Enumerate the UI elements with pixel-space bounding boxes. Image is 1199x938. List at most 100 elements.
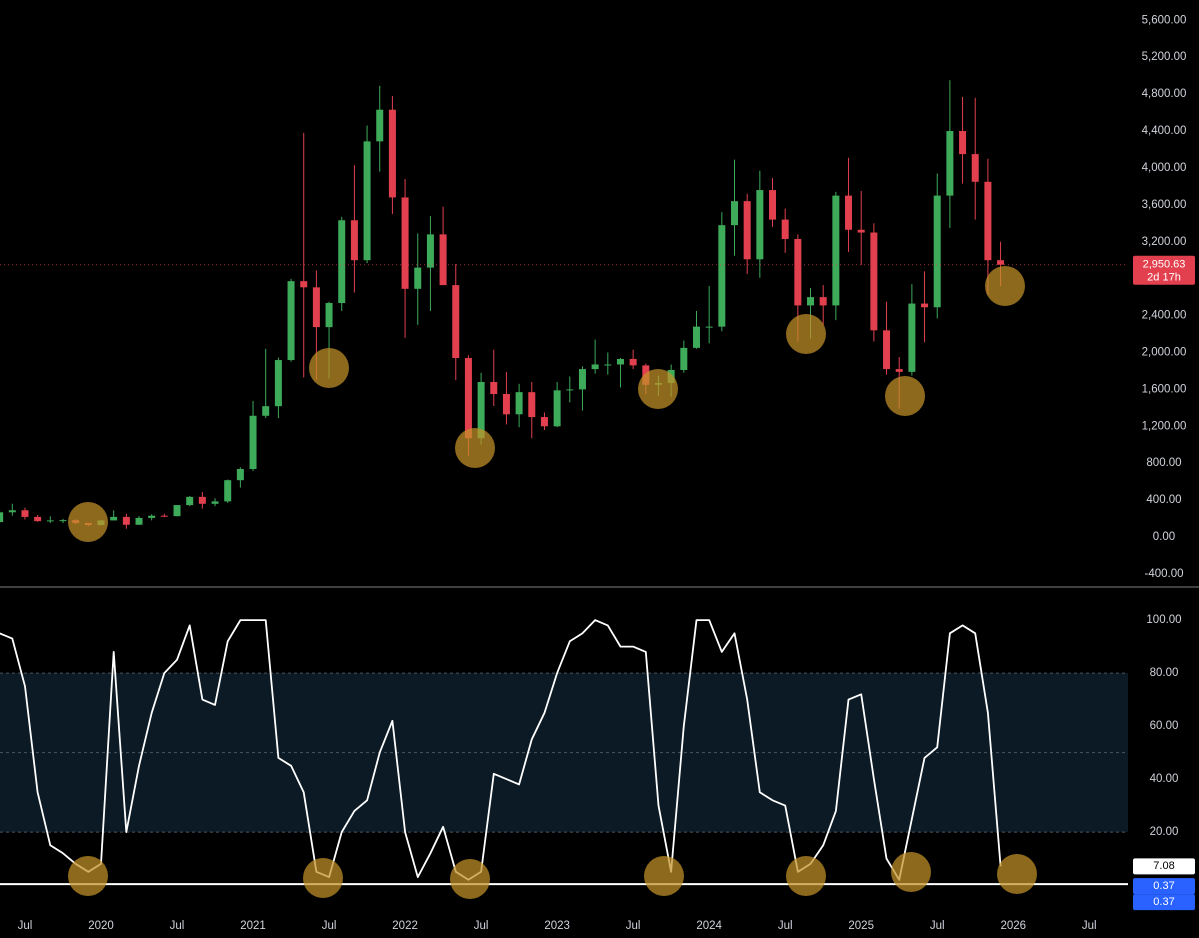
x-tick-label: Jul [930,920,945,932]
candle-body [439,234,447,286]
x-tick-label: Jul [322,920,337,932]
candle-body [578,369,586,390]
candle-body [186,496,194,506]
y-tick-label: -400.00 [1144,568,1183,580]
candle-body [984,181,992,261]
candle-body [148,515,156,518]
candle-body [59,520,67,522]
y-tick-label: 100.00 [1146,614,1181,626]
candle-body [933,195,941,308]
annotation-circle [786,856,826,896]
candle-body [756,190,764,260]
y-tick-label: 40.00 [1150,773,1179,785]
value-label: 7.08 [1153,860,1174,872]
candle-body [680,347,688,371]
candle-body [566,389,574,391]
y-tick-label: 4,800.00 [1142,88,1187,100]
candle-body [528,392,536,418]
candle-body [211,501,219,504]
candle-body [997,260,1005,265]
candle-body [616,358,624,365]
y-tick-label: 0.00 [1153,531,1175,543]
annotation-circle [997,854,1037,894]
annotation-circle [985,266,1025,306]
annotation-circle [309,348,349,388]
y-tick-label: 400.00 [1146,494,1181,506]
y-tick-label: 2,400.00 [1142,310,1187,322]
candle-body [274,360,282,407]
x-tick-label: 2026 [1000,920,1026,932]
candle-body [236,469,244,481]
baseline-box [1133,878,1195,895]
candle-body [198,496,206,504]
candle-body [553,390,561,427]
stoch-line [0,619,1002,881]
annotation-circle [450,859,490,899]
candle-body [363,141,371,261]
candle-body [718,225,726,327]
candle-body [388,109,396,198]
candle-body [604,364,612,366]
candle-body [376,109,384,142]
candle-body [338,220,346,304]
candle-body [401,197,409,289]
candle-body [819,297,827,306]
candle-body [452,285,460,359]
candle-body [921,303,929,308]
annotation-circle [68,856,108,896]
x-tick-label: 2025 [848,920,874,932]
annotations [68,266,1037,899]
candle-body [883,330,891,370]
candle-body [122,516,130,525]
candle-body [515,392,523,415]
x-tick-label: 2021 [240,920,266,932]
x-tick-label: 2024 [696,920,722,932]
candle-body [908,303,916,372]
candle-body [857,229,865,233]
candle-body [262,406,270,416]
annotation-circle [455,428,495,468]
candle-body [946,131,954,196]
x-tick-label: Jul [474,920,489,932]
candle-body [8,510,16,513]
candle-body [705,326,713,328]
x-tick-label: Jul [626,920,641,932]
y-tick-label: 60.00 [1150,720,1179,732]
annotation-circle [638,369,678,409]
candle-body [895,369,903,372]
annotation-circle [68,502,108,542]
candle-body [135,517,143,525]
candle-body [794,238,802,306]
annotation-circle [644,856,684,896]
candle-body [464,358,472,439]
candle-body [21,510,29,517]
candle-body [160,515,168,517]
candle-body [477,382,485,439]
y-tick-label: 1,600.00 [1142,383,1187,395]
baseline-label: 0.37 [1153,896,1174,908]
candle-body [591,364,599,370]
candle-body [426,234,434,268]
x-tick-label: Jul [1082,920,1097,932]
y-tick-label: 4,000.00 [1142,162,1187,174]
value-box [1133,858,1195,875]
candle-body [870,232,878,331]
candle-body [692,326,700,348]
y-tick-label: 5,200.00 [1142,51,1187,63]
last-price-box [1133,255,1195,285]
annotation-circle [891,852,931,892]
candle-body [832,195,840,306]
x-tick-label: Jul [170,920,185,932]
candle-body [249,415,257,470]
y-tick-label: 1,200.00 [1142,420,1187,432]
candle-body [959,131,967,155]
candle-body [325,303,333,328]
annotation-circle [885,376,925,416]
y-tick-label: 80.00 [1150,667,1179,679]
candle-body [46,520,54,522]
y-tick-label: 3,600.00 [1142,199,1187,211]
candle-body [110,516,118,521]
candle-body [781,219,789,239]
candle-body [731,201,738,226]
